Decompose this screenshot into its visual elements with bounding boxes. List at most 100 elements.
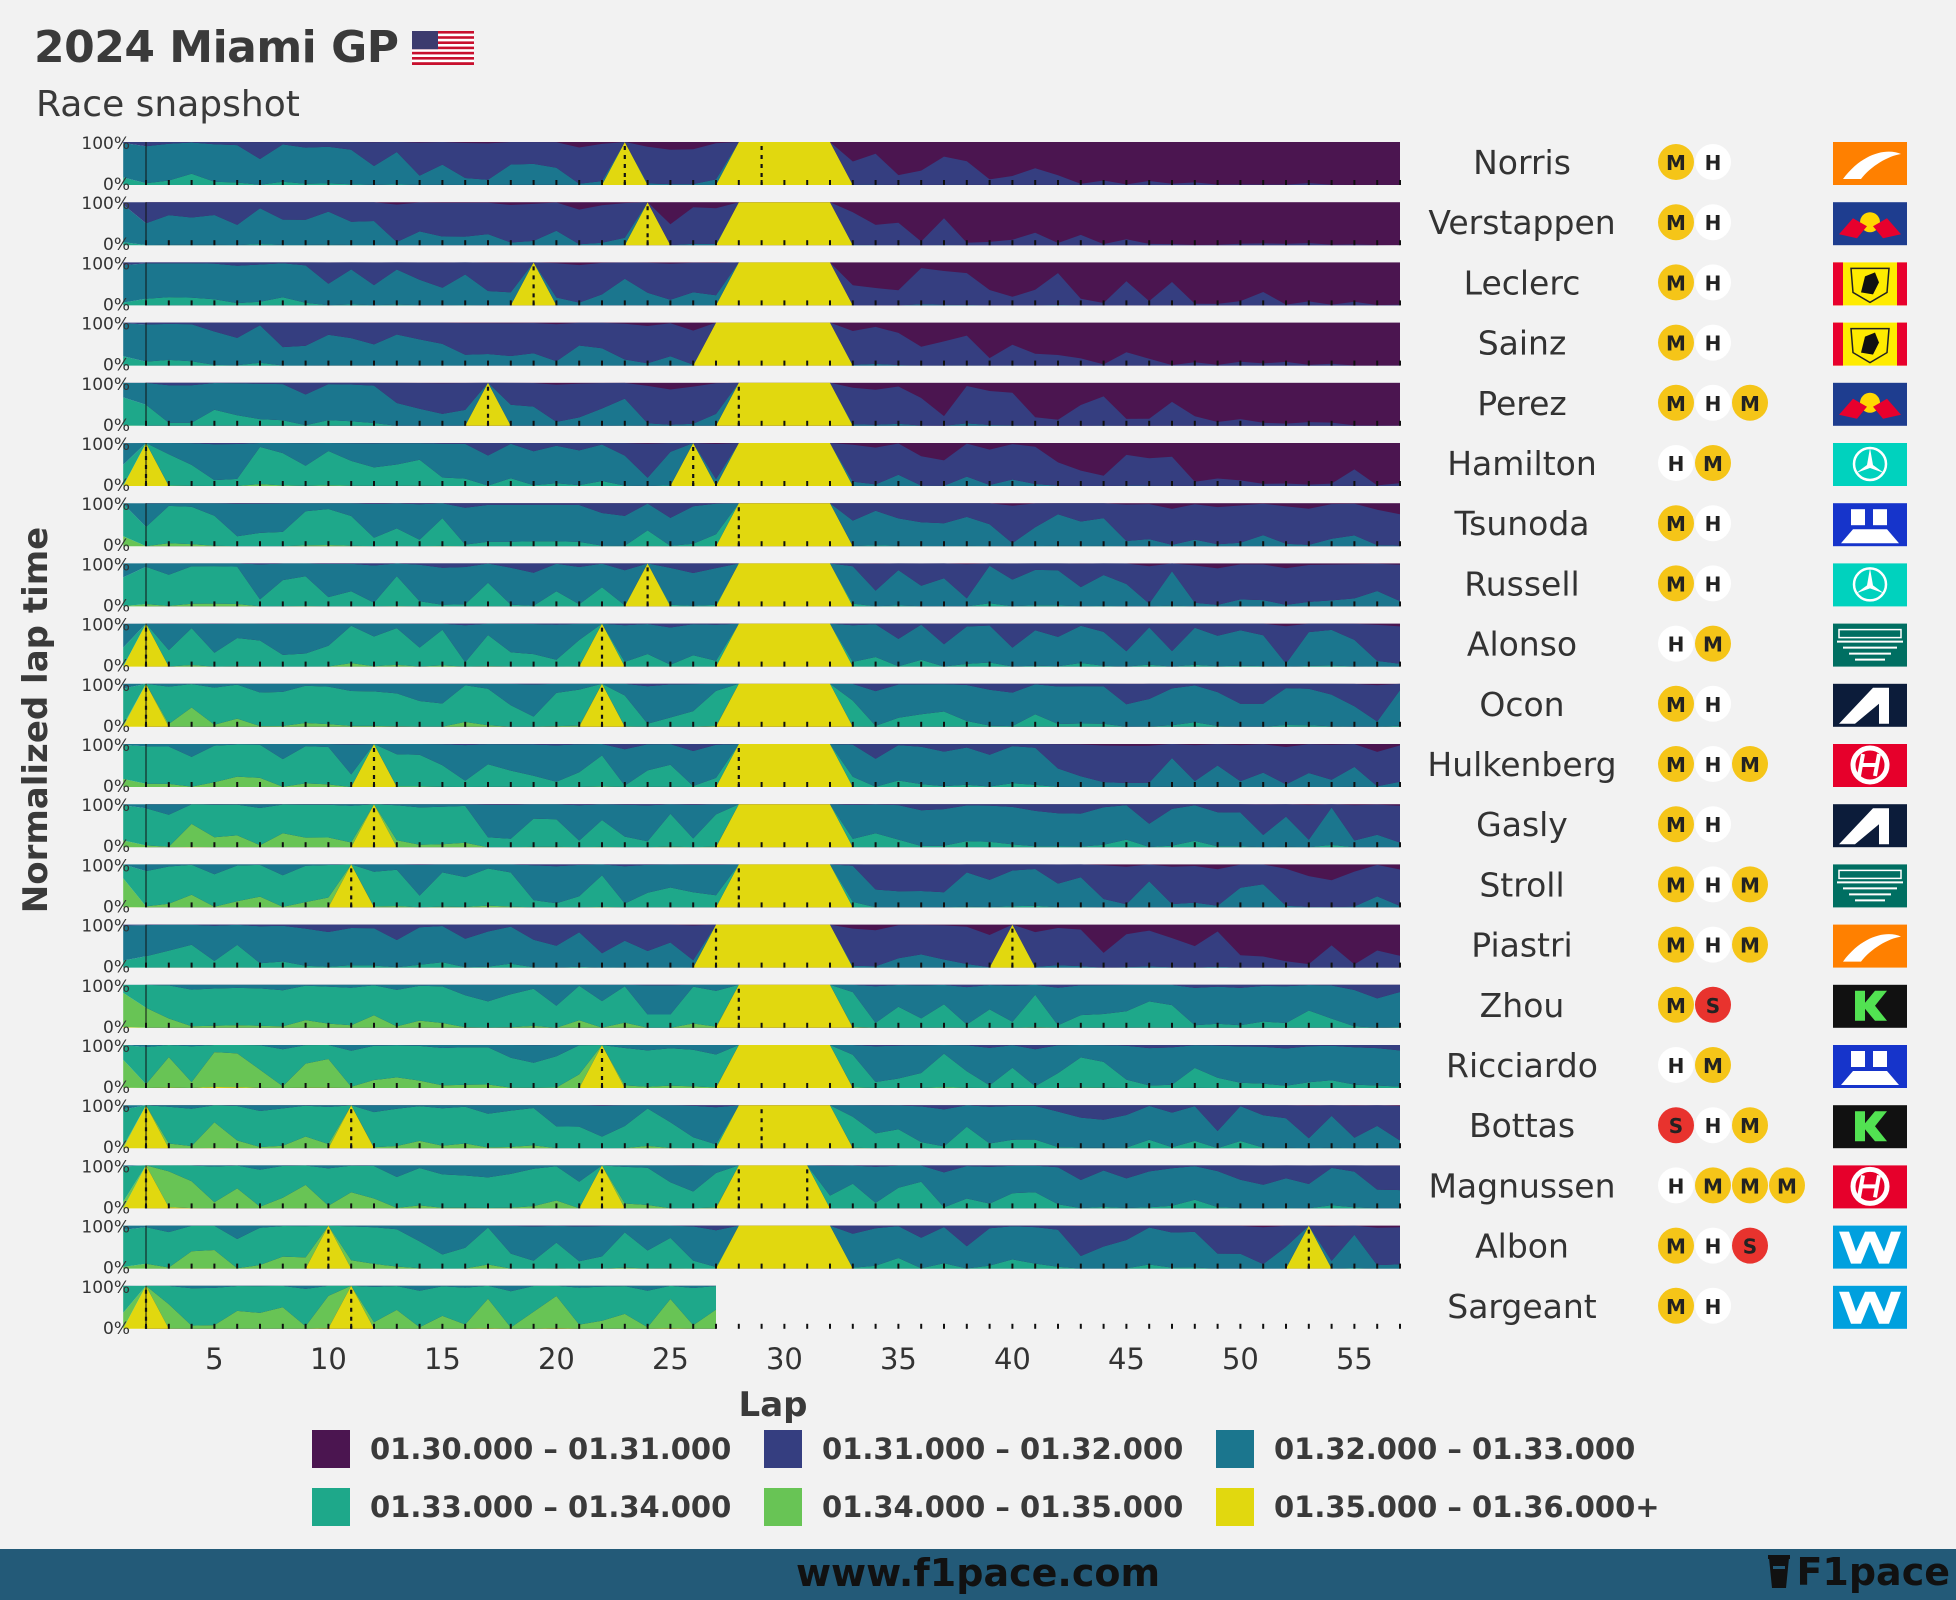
logo-shape: [1838, 628, 1902, 639]
tyre-compound-letter: M: [1777, 1174, 1797, 1198]
band-area: [123, 1105, 1401, 1149]
tyre-compound-letter: M: [1740, 392, 1760, 416]
legend-swatch: [1216, 1488, 1254, 1526]
band-area: [123, 804, 1401, 848]
tyre-compound-letter: M: [1703, 452, 1723, 476]
y-tick-label-100: 100%: [81, 1278, 130, 1298]
y-tick-label-0: 0%: [103, 476, 130, 496]
y-tick-label-0: 0%: [103, 1138, 130, 1158]
tyre-compound-hard-icon: [1658, 445, 1694, 481]
band-area: [123, 683, 1401, 727]
logo-shape: [1856, 568, 1884, 594]
driver-name-label: Verstappen: [1428, 203, 1615, 242]
logo-shape: [1897, 322, 1907, 366]
tyre-compound-letter: H: [1705, 512, 1722, 536]
y-tick-label-100: 100%: [81, 856, 130, 876]
tyre-compound-hard-icon: [1695, 144, 1731, 180]
band-area: [123, 623, 1401, 664]
band-area: [123, 202, 1401, 246]
tyre-compound-letter: M: [1666, 512, 1686, 536]
logo-shape: [1850, 745, 1890, 785]
coffee-cup-icon: [1768, 1555, 1791, 1588]
band-area: [123, 322, 1401, 366]
driver-row-verstappen: 100% 0% Verstappen M H: [81, 194, 1907, 255]
footer-brand-text: F1pace: [1796, 1550, 1950, 1594]
tyre-compound-hard-icon: [1695, 264, 1731, 301]
tyre-compound-medium-icon: [1658, 685, 1694, 722]
driver-name-label: Hamilton: [1447, 444, 1597, 483]
tyre-compound-letter: M: [1666, 813, 1686, 837]
tyre-compound-medium-icon: [1658, 264, 1694, 301]
tyre-compound-hard-icon: [1658, 625, 1694, 662]
band-area: [123, 864, 1401, 908]
band-area: [123, 924, 1401, 968]
tyre-compound-medium-icon: [1658, 505, 1694, 542]
tyre-compound-hard-icon: [1695, 204, 1731, 241]
y-tick-label-100: 100%: [81, 194, 130, 214]
band-area: [123, 1045, 1401, 1051]
y-tick-label-0: 0%: [103, 1018, 130, 1038]
tyre-compound-hard-icon: [1658, 1047, 1694, 1083]
y-tick-label-100: 100%: [81, 616, 130, 636]
tyre-compound-medium-icon: [1658, 144, 1694, 180]
x-tick-label: 50: [1222, 1342, 1259, 1376]
logo-shape: [1855, 990, 1887, 1021]
tyre-compound-letter: M: [1740, 1174, 1760, 1198]
tyre-compound-letter: M: [1666, 572, 1686, 596]
y-tick-label-0: 0%: [103, 356, 130, 376]
band-area: [123, 1105, 1401, 1149]
tyre-compound-medium-icon: [1695, 625, 1731, 662]
tyre-compound-medium-icon: [1695, 1167, 1731, 1204]
title-text: 2024 Miami GP: [34, 22, 399, 73]
y-tick-label-0: 0%: [103, 536, 130, 556]
band-area: [123, 443, 1401, 486]
tyre-compound-medium-icon: [1732, 866, 1768, 903]
logo-shape: [1851, 1051, 1865, 1067]
tyre-compound-letter: M: [1740, 934, 1760, 958]
y-tick-label-100: 100%: [81, 917, 130, 937]
driver-row-russell: 100% 0% Russell M H: [81, 555, 1907, 616]
y-tick-label-100: 100%: [81, 1218, 130, 1238]
tyre-compound-hard-icon: [1695, 1107, 1731, 1144]
x-tick-label: 45: [1108, 1342, 1145, 1376]
band-area: [123, 864, 1401, 908]
sauber-logo-icon: [1833, 1105, 1907, 1149]
band-area: [123, 1045, 1401, 1088]
band-area: [123, 322, 1401, 366]
band-area: [123, 142, 1401, 185]
band-area: [123, 443, 1401, 486]
tyre-compound-hard-icon: [1695, 806, 1731, 843]
driver-name-label: Hulkenberg: [1427, 745, 1616, 784]
logo-shape: [1838, 869, 1902, 880]
tyre-compound-letter: M: [1666, 693, 1686, 717]
driver-name-label: Leclerc: [1464, 263, 1581, 302]
mercedes-logo-icon: [1833, 563, 1907, 607]
driver-row-perez: 100% 0% Perez M H M: [81, 375, 1907, 436]
logo-shape: [1856, 448, 1884, 473]
tyre-compound-medium-icon: [1732, 1167, 1768, 1204]
y-tick-label-100: 100%: [81, 676, 130, 696]
logo-shape: [1873, 218, 1901, 239]
tyre-compound-letter: H: [1668, 452, 1685, 476]
y-tick-label-0: 0%: [103, 1319, 130, 1339]
tyre-compound-letter: H: [1705, 1235, 1722, 1259]
band-area: [123, 142, 1401, 185]
tyre-compound-soft-icon: [1732, 1227, 1768, 1264]
logo-shape: [1839, 808, 1889, 845]
tyre-compound-letter: M: [1666, 1235, 1686, 1259]
footer-url-link[interactable]: www.f1pace.com: [795, 1551, 1161, 1595]
band-area: [123, 984, 1401, 1028]
mercedes-logo-icon: [1833, 443, 1907, 486]
band-area: [123, 1165, 1401, 1209]
tyre-compound-letter: M: [1666, 211, 1686, 235]
tyre-compound-hard-icon: [1695, 1287, 1731, 1324]
driver-name-label: Russell: [1464, 564, 1579, 603]
driver-name-label: Sainz: [1478, 324, 1567, 363]
tyre-compound-medium-icon: [1658, 806, 1694, 843]
x-tick-label: 10: [310, 1342, 347, 1376]
band-area: [123, 1285, 716, 1329]
band-area: [123, 382, 1401, 426]
band-area: [123, 563, 1401, 607]
tyre-compound-hard-icon: [1695, 384, 1731, 421]
driver-name-label: Stroll: [1479, 865, 1564, 904]
